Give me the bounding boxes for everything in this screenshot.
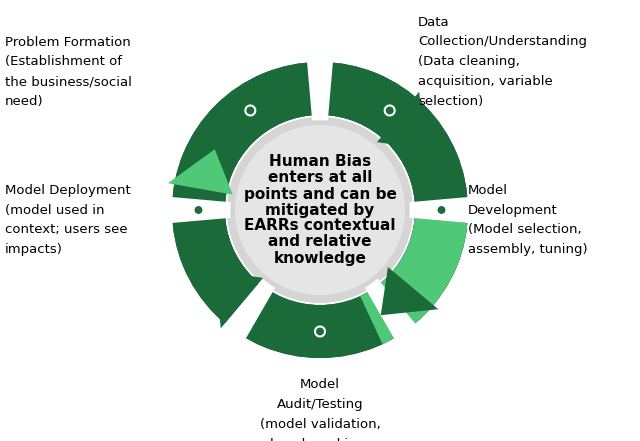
Text: acquisition, variable: acquisition, variable <box>418 75 553 88</box>
Text: enters at all: enters at all <box>268 171 372 186</box>
Polygon shape <box>168 149 233 194</box>
Text: Problem Formation: Problem Formation <box>5 35 131 49</box>
Text: Collection/Understanding: Collection/Understanding <box>418 35 587 49</box>
Text: Data: Data <box>418 15 450 29</box>
Text: context; users see: context; users see <box>5 224 127 236</box>
Text: benchmarking,: benchmarking, <box>270 438 370 441</box>
Text: EARRs contextual: EARRs contextual <box>244 218 396 233</box>
Text: selection): selection) <box>418 95 483 108</box>
Circle shape <box>235 125 405 295</box>
Text: need): need) <box>5 95 44 108</box>
Text: points and can be: points and can be <box>244 187 396 202</box>
Text: (Data cleaning,: (Data cleaning, <box>418 55 520 68</box>
Text: assembly, tuning): assembly, tuning) <box>468 243 588 256</box>
Text: (Model selection,: (Model selection, <box>468 224 582 236</box>
Text: Audit/Testing: Audit/Testing <box>276 398 364 411</box>
Polygon shape <box>381 267 438 315</box>
Text: and relative: and relative <box>268 235 372 250</box>
Circle shape <box>193 205 204 215</box>
Text: (model validation,: (model validation, <box>260 418 380 431</box>
Text: Human Bias: Human Bias <box>269 154 371 169</box>
Wedge shape <box>365 279 419 343</box>
Polygon shape <box>377 92 425 149</box>
Circle shape <box>245 105 255 116</box>
Text: Model Deployment: Model Deployment <box>5 184 131 197</box>
Wedge shape <box>172 62 468 358</box>
Circle shape <box>227 117 413 303</box>
Text: knowledge: knowledge <box>273 250 367 265</box>
Circle shape <box>385 105 395 116</box>
Text: (Establishment of: (Establishment of <box>5 55 122 68</box>
Text: (model used in: (model used in <box>5 204 104 217</box>
Text: the business/social: the business/social <box>5 75 132 88</box>
Wedge shape <box>172 62 468 358</box>
Text: Development: Development <box>468 204 557 217</box>
Circle shape <box>436 205 447 215</box>
Text: mitigated by: mitigated by <box>266 202 374 217</box>
Text: Model: Model <box>468 184 508 197</box>
Polygon shape <box>215 271 263 328</box>
Wedge shape <box>221 279 275 343</box>
Wedge shape <box>410 197 474 223</box>
Wedge shape <box>307 57 333 121</box>
Circle shape <box>315 326 325 336</box>
Text: Model: Model <box>300 378 340 392</box>
Wedge shape <box>166 197 230 223</box>
Wedge shape <box>360 218 467 344</box>
Text: impacts): impacts) <box>5 243 63 256</box>
